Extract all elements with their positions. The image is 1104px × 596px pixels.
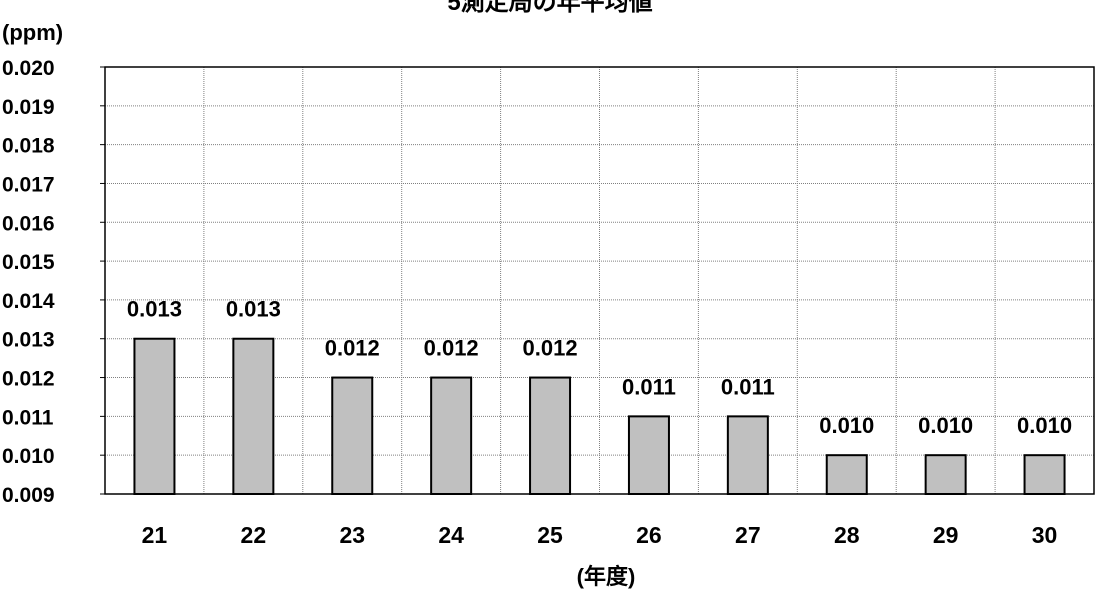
y-tick-label: 0.020: [2, 57, 55, 80]
data-label-21: 0.013: [127, 297, 182, 322]
y-tick-label: 0.016: [2, 212, 55, 235]
y-tick-label: 0.009: [2, 484, 55, 507]
y-tick-label: 0.017: [2, 173, 55, 196]
y-tick-label: 0.014: [2, 290, 55, 313]
chart-title: 5測定局の年平均値: [447, 0, 652, 16]
y-tick-label: 0.019: [2, 96, 55, 119]
bar-23: [331, 376, 374, 495]
y-tick-label: 0.013: [2, 329, 55, 352]
data-label-22: 0.013: [226, 297, 281, 322]
x-tick-label-29: 29: [933, 522, 959, 548]
y-tick-label: 0.015: [2, 251, 55, 274]
data-label-27: 0.011: [721, 374, 775, 399]
axes: [100, 66, 1095, 495]
x-tick-label-24: 24: [438, 522, 464, 548]
plot-frame: [104, 66, 1095, 495]
bar-21: [133, 337, 176, 495]
bar-24: [430, 376, 473, 495]
x-tick-label-26: 26: [636, 522, 662, 548]
bar-30: [1023, 454, 1066, 496]
x-axis-label: (年度): [577, 564, 636, 589]
x-tick-label-27: 27: [735, 522, 761, 548]
bar-26: [627, 415, 670, 496]
bar-29: [924, 454, 967, 496]
x-tick-label-22: 22: [241, 522, 267, 548]
y-tick-label: 0.018: [2, 135, 55, 158]
bar-25: [529, 376, 572, 495]
x-tick-label-30: 30: [1032, 522, 1058, 548]
data-label-30: 0.010: [1017, 413, 1072, 438]
y-tick-label: 0.011: [2, 406, 54, 429]
data-label-26: 0.011: [622, 374, 676, 399]
y-tick-label: 0.012: [2, 368, 55, 391]
bar-22: [232, 337, 275, 495]
data-label-24: 0.012: [424, 336, 479, 361]
bar-27: [726, 415, 769, 496]
y-tick-label: 0.010: [2, 445, 55, 468]
data-label-23: 0.012: [325, 336, 380, 361]
data-label-25: 0.012: [523, 336, 578, 361]
y-axis-label: (ppm): [2, 20, 63, 45]
data-label-28: 0.010: [819, 413, 874, 438]
bar-28: [825, 454, 868, 496]
data-label-29: 0.010: [918, 413, 973, 438]
x-tick-label-21: 21: [142, 522, 168, 548]
x-tick-label-25: 25: [537, 522, 563, 548]
labels: 0.009 0.010 0.011 0.012 0.013 0.014 0.015 0.016…: [2, 57, 1072, 548]
x-tick-label-23: 23: [339, 522, 365, 548]
x-tick-label-28: 28: [834, 522, 860, 548]
